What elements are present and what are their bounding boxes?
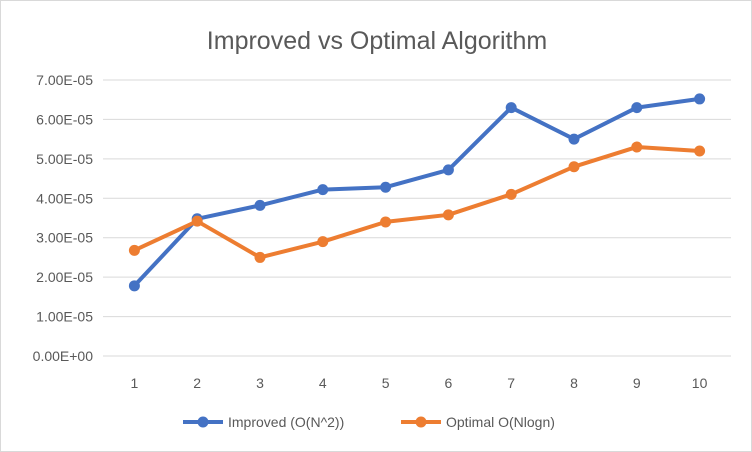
data-point (631, 102, 643, 114)
y-tick-label: 4.00E-05 (36, 190, 93, 206)
data-point (317, 236, 329, 248)
data-point (191, 215, 203, 227)
data-point (694, 145, 706, 157)
series-1 (128, 93, 706, 292)
x-tick-label: 9 (633, 375, 641, 391)
data-point (380, 216, 392, 228)
x-tick-label: 2 (193, 375, 201, 391)
data-point (568, 133, 580, 145)
legend-marker (415, 416, 427, 428)
data-point (128, 280, 140, 292)
data-point (694, 93, 706, 105)
legend-marker (197, 416, 209, 428)
data-point (128, 244, 140, 256)
data-point (442, 164, 454, 176)
legend-item: Optimal O(Nlogn) (401, 414, 555, 430)
data-point (254, 199, 266, 211)
chart-title: Improved vs Optimal Algorithm (207, 27, 547, 55)
x-tick-label: 8 (570, 375, 578, 391)
series-line (132, 96, 702, 288)
series-lines (128, 93, 706, 292)
data-point (568, 161, 580, 173)
x-axis-ticks: 1 2 3 4 5 6 7 8 9 10 (131, 375, 708, 391)
y-tick-label: 7.00E-05 (36, 72, 93, 88)
y-tick-label: 0.00E+00 (33, 348, 94, 364)
x-tick-label: 3 (256, 375, 264, 391)
y-tick-label: 2.00E-05 (36, 269, 93, 285)
y-tick-label: 6.00E-05 (36, 111, 93, 127)
y-tick-label: 1.00E-05 (36, 309, 93, 325)
series-2 (128, 141, 706, 263)
data-point (254, 251, 266, 263)
x-tick-label: 10 (692, 375, 708, 391)
x-tick-label: 4 (319, 375, 327, 391)
data-point (380, 181, 392, 193)
x-tick-label: 5 (382, 375, 390, 391)
legend-label: Improved (O(N^2)) (228, 414, 344, 430)
y-tick-label: 3.00E-05 (36, 230, 93, 246)
x-tick-label: 7 (507, 375, 515, 391)
y-tick-label: 5.00E-05 (36, 151, 93, 167)
data-point (505, 188, 517, 200)
gridlines (103, 79, 731, 357)
x-tick-label: 1 (131, 375, 139, 391)
data-point (442, 209, 454, 221)
series-line (132, 145, 702, 260)
legend-label: Optimal O(Nlogn) (446, 414, 555, 430)
legend-item: Improved (O(N^2)) (183, 414, 344, 430)
data-point (505, 102, 517, 114)
y-axis-ticks: 0.00E+00 1.00E-05 2.00E-05 3.00E-05 4.00E-05… (33, 72, 94, 364)
data-point (631, 141, 643, 153)
x-tick-label: 6 (445, 375, 453, 391)
legend: Improved (O(N^2)) Optimal O(Nlogn) (183, 414, 555, 430)
data-point (317, 184, 329, 196)
